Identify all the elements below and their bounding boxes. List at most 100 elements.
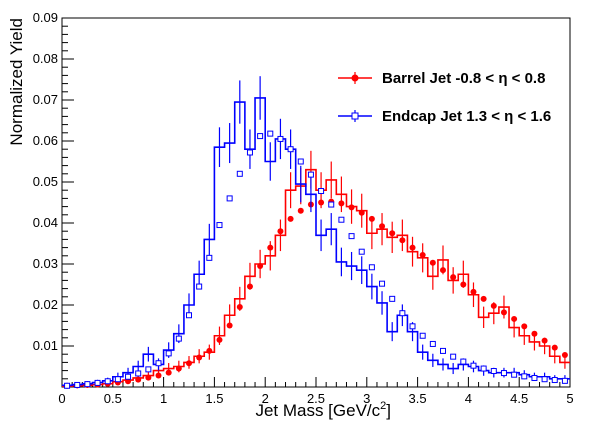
x-tick-label: 1.5: [205, 391, 223, 406]
data-point: [500, 370, 507, 377]
data-point: [511, 371, 518, 378]
data-point: [561, 377, 568, 384]
data-point: [490, 368, 497, 375]
histogram-line: [62, 97, 570, 387]
data-point: [104, 378, 111, 385]
data-point: [389, 230, 396, 237]
data-point: [297, 158, 304, 165]
data-point: [551, 377, 558, 384]
data-point: [297, 207, 304, 214]
data-point: [470, 362, 477, 369]
y-tick-label: 0.02: [33, 297, 58, 312]
data-point: [135, 376, 142, 383]
data-point: [135, 370, 142, 377]
data-point: [216, 222, 223, 229]
data-point: [429, 259, 436, 266]
data-point: [257, 263, 264, 270]
data-point: [196, 354, 203, 361]
x-tick-label: 5: [566, 391, 573, 406]
y-tick-label: 0.05: [33, 174, 58, 189]
data-point: [419, 251, 426, 258]
data-point: [267, 244, 274, 251]
data-point: [206, 254, 213, 261]
data-point: [541, 376, 548, 383]
y-tick-label: 0.09: [33, 10, 58, 25]
data-point: [348, 204, 355, 211]
y-axis: 0.01 0.02 0.03 0.04 0.05 0.06 0.07 0.08 0.09: [33, 10, 74, 380]
data-point: [287, 146, 294, 153]
data-point: [338, 200, 345, 207]
data-point: [490, 302, 497, 309]
data-point: [155, 372, 162, 379]
data-point: [236, 170, 243, 177]
data-point: [409, 323, 416, 330]
data-point: [216, 336, 223, 343]
data-point: [379, 223, 386, 230]
data-point: [318, 199, 325, 206]
data-point: [551, 344, 558, 351]
data-point: [206, 347, 213, 354]
data-point: [267, 130, 274, 137]
data-point: [521, 373, 528, 380]
data-point: [379, 280, 386, 287]
x-tick-label: 2: [262, 391, 269, 406]
x-axis-title: Jet Mass [GeV/c2]: [255, 400, 391, 420]
data-point: [125, 378, 132, 385]
data-point: [186, 312, 192, 319]
x-tick-label: 4.5: [510, 391, 528, 406]
data-point: [480, 295, 487, 302]
data-point: [165, 350, 172, 357]
legend-label: Barrel Jet -0.8 < η < 0.8: [382, 70, 545, 87]
data-point: [399, 237, 406, 244]
data-point: [450, 274, 457, 281]
data-point: [277, 228, 284, 235]
data-point: [460, 281, 467, 288]
data-point: [429, 340, 436, 347]
data-point: [399, 310, 406, 317]
data-point: [460, 358, 467, 365]
data-point: [409, 244, 416, 251]
data-point: [440, 347, 446, 354]
data-point: [368, 264, 375, 271]
data-point: [328, 201, 335, 208]
data-point: [277, 135, 284, 142]
y-tick-label: 0.08: [33, 51, 58, 66]
data-point: [348, 233, 355, 240]
data-point: [246, 149, 253, 156]
data-point: [84, 381, 91, 388]
data-point: [74, 381, 81, 388]
data-point: [561, 352, 568, 359]
data-point: [64, 382, 71, 389]
data-point: [531, 330, 538, 337]
data-point: [165, 369, 172, 376]
y-tick-label: 0.06: [33, 133, 58, 148]
data-point: [307, 171, 314, 178]
legend-marker: [351, 74, 359, 82]
y-tick-label: 0.04: [33, 215, 58, 230]
y-tick-label: 0.03: [33, 256, 58, 271]
data-point: [450, 353, 457, 360]
legend: Barrel Jet -0.8 < η < 0.8 Endcap Jet 1.3 …: [338, 70, 551, 125]
x-tick-label: 2.5: [307, 391, 325, 406]
legend-label: Endcap Jet 1.3 < η < 1.6: [382, 108, 551, 125]
y-tick-label: 0.07: [33, 92, 58, 107]
data-point: [368, 215, 375, 222]
data-point: [318, 188, 325, 195]
data-point: [186, 360, 192, 367]
x-tick-label: 0.5: [104, 391, 122, 406]
x-tick-label: 3.5: [409, 391, 427, 406]
data-point: [480, 365, 487, 372]
data-point: [287, 215, 294, 222]
series-barrel: [62, 150, 570, 389]
data-point: [419, 332, 426, 339]
series-layer: [62, 76, 570, 389]
data-point: [145, 366, 152, 373]
data-point: [196, 283, 203, 290]
x-tick-label: 3: [363, 391, 370, 406]
data-point: [358, 248, 365, 255]
data-point: [246, 283, 253, 290]
data-point: [358, 209, 365, 216]
data-point: [155, 360, 162, 367]
x-tick-label: 1: [160, 391, 167, 406]
